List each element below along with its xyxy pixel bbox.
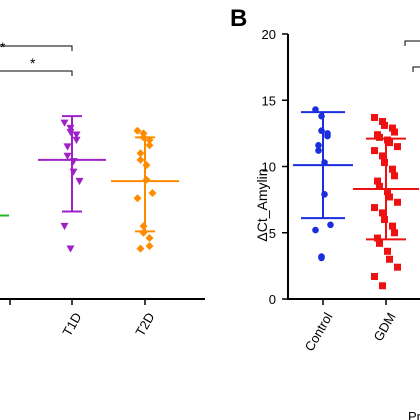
gdm-group-point bbox=[381, 159, 388, 167]
control-group-point bbox=[312, 226, 319, 234]
gdm-group-point bbox=[371, 147, 378, 155]
gdm-group-point bbox=[376, 133, 383, 141]
gdm-group-point bbox=[389, 165, 396, 173]
gdm-group-point bbox=[381, 216, 388, 223]
significance-star-2: * bbox=[30, 55, 36, 71]
t1d-group-point bbox=[66, 124, 75, 133]
gdm-group-point bbox=[386, 255, 393, 263]
panel-b-ytick-label: 15 bbox=[262, 93, 276, 108]
t1d-group-point bbox=[60, 119, 69, 127]
gdm-group-point bbox=[371, 113, 378, 121]
t1d-group-point bbox=[66, 245, 75, 253]
significance-bracket-1 bbox=[0, 45, 73, 51]
control-group-point bbox=[321, 191, 328, 198]
t2d-group-point bbox=[145, 234, 154, 243]
panel-b-label: B bbox=[230, 5, 247, 32]
t2d-group-point bbox=[139, 222, 148, 231]
t2d-group-point bbox=[136, 155, 145, 164]
t1d-group-point bbox=[69, 168, 78, 176]
control-group-point bbox=[315, 147, 322, 154]
gdm-group-point bbox=[391, 128, 398, 136]
t2d-group-point bbox=[133, 126, 142, 135]
control-group-point bbox=[324, 132, 331, 140]
t2d-group-point bbox=[142, 175, 151, 184]
panel-b-ytick-label: 10 bbox=[262, 160, 276, 175]
gdm-group-point bbox=[376, 239, 383, 247]
t2d-group-point bbox=[133, 194, 142, 203]
t1d-group-point bbox=[60, 222, 69, 231]
t2d-group-point bbox=[145, 141, 154, 150]
control-group-point bbox=[315, 142, 322, 149]
panel-b-ytick-label: 0 bbox=[269, 292, 276, 307]
panel-b-y-ticks: 0 5 10 15 20 bbox=[262, 27, 288, 307]
significance-brackets: * * bbox=[0, 39, 73, 76]
panel-b: B ΔCt_Amylin 0 5 10 15 20 Control GDM Pregn bbox=[230, 5, 420, 420]
panel-b-xtick-label-0: Control bbox=[302, 310, 336, 354]
gdm-group-point bbox=[394, 143, 401, 151]
panel-b-xtick-label-1: GDM bbox=[370, 310, 398, 344]
significance-bracket-2 bbox=[0, 70, 73, 76]
t1d-group-point bbox=[63, 143, 72, 151]
control-group-point bbox=[327, 221, 334, 229]
t1d-group-point bbox=[72, 131, 81, 139]
gdm-group-point bbox=[389, 222, 396, 230]
panel-b-xtick-label-2: Pregn bbox=[408, 409, 420, 420]
t2d-group-point bbox=[142, 161, 151, 170]
gdm-group-point bbox=[374, 177, 381, 185]
panel-b-y-axis-label: ΔCt_Amylin bbox=[254, 168, 270, 241]
control-group-point bbox=[318, 112, 325, 120]
gdm-group-point bbox=[394, 198, 401, 206]
t1d-group-point bbox=[69, 158, 78, 166]
gdm-group-point bbox=[384, 247, 391, 255]
gdm-group-point bbox=[394, 263, 401, 271]
panel-b-significance-bracket-2 bbox=[412, 66, 420, 72]
gdm-group-point bbox=[376, 182, 383, 190]
gdm-group-point bbox=[379, 282, 386, 290]
t2d-group-point bbox=[136, 244, 145, 253]
t2d-group-point bbox=[139, 133, 148, 142]
panel-a-marks bbox=[0, 115, 179, 253]
panel-a: T1D T2D * * bbox=[0, 39, 205, 339]
t2d-group-point bbox=[139, 228, 148, 237]
panel-a-xtick-label-1: T1D bbox=[59, 310, 84, 339]
gdm-group-point bbox=[386, 139, 393, 147]
t2d-group-point bbox=[145, 136, 154, 144]
panel-b-ytick-label: 5 bbox=[269, 226, 276, 241]
gdm-group-point bbox=[371, 272, 378, 280]
gdm-group-point bbox=[379, 152, 386, 160]
gdm-group-point bbox=[389, 124, 396, 132]
panel-a-xtick-label-2: T2D bbox=[132, 310, 157, 339]
gdm-group-point bbox=[391, 172, 398, 180]
control-group-point bbox=[312, 106, 319, 113]
gdm-group-point bbox=[381, 121, 388, 129]
control-group-point bbox=[318, 254, 325, 262]
gdm-group-point bbox=[374, 234, 381, 242]
gdm-group-point bbox=[391, 229, 398, 237]
gdm-group-point bbox=[386, 193, 393, 201]
control-group-point bbox=[321, 159, 328, 166]
t1d-group-point bbox=[63, 152, 72, 160]
panel-b-ytick-label: 20 bbox=[262, 27, 276, 42]
control-group-point bbox=[318, 127, 325, 135]
panel-b-significance-bracket bbox=[404, 40, 420, 46]
t1d-group-point bbox=[72, 136, 81, 144]
gdm-group-point bbox=[379, 209, 386, 217]
gdm-group-point bbox=[371, 204, 378, 212]
t2d-group-point bbox=[148, 189, 157, 197]
t2d-group-point bbox=[145, 242, 154, 250]
gdm-group-point bbox=[384, 188, 391, 196]
gdm-group-point bbox=[379, 117, 386, 125]
t2d-group-point bbox=[136, 149, 145, 158]
panel-b-marks bbox=[293, 106, 419, 290]
t1d-group-point bbox=[75, 177, 84, 186]
t1d-group-point bbox=[66, 128, 75, 137]
significance-star-1: * bbox=[0, 39, 6, 55]
